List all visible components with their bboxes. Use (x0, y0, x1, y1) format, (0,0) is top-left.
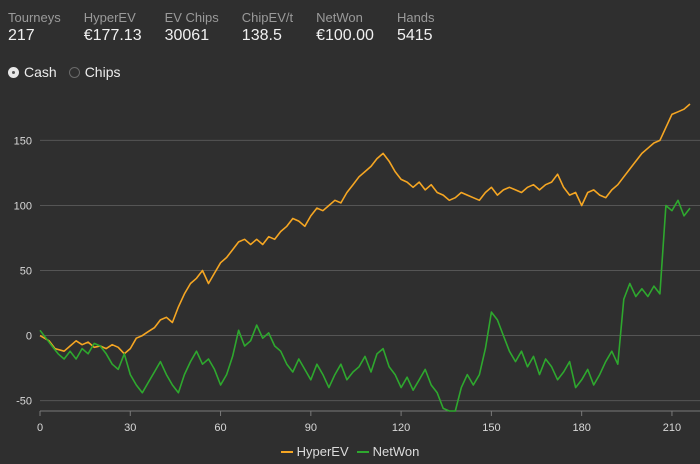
stat-label: HyperEV (83, 10, 136, 25)
y-tick-label: 50 (20, 266, 32, 278)
radio-cash[interactable]: Cash (8, 64, 57, 80)
radio-label[interactable]: Chips (84, 64, 121, 80)
series-line-hyperev (39, 103, 691, 355)
stat-value: 217 (8, 27, 35, 44)
x-tick-label: 150 (482, 422, 500, 434)
legend-label[interactable]: HyperEV (296, 444, 349, 459)
stat-value: 30061 (164, 27, 210, 44)
stat-label: Tourneys (8, 10, 61, 25)
stats-bar: Tourneys 217 HyperEV €177.13 EV Chips 30… (8, 10, 458, 46)
stat-chipev-per-tourney: ChipEV/t 138.5 (242, 10, 293, 46)
y-tick-label: 150 (14, 135, 32, 147)
stat-value: 5415 (396, 27, 433, 44)
legend-swatch-netwon (356, 450, 369, 453)
stat-label: NetWon (316, 10, 363, 25)
series-layer (39, 103, 691, 412)
stat-ev-chips: EV Chips 30061 (165, 10, 219, 46)
y-tick-label: 100 (14, 200, 32, 212)
stat-hands: Hands 5415 (397, 10, 435, 46)
x-tick-label: 60 (214, 422, 226, 434)
stat-label: EV Chips (164, 10, 219, 25)
stat-label: ChipEV/t (241, 10, 294, 25)
legend-label[interactable]: NetWon (372, 444, 420, 459)
x-tick-label: 30 (124, 422, 136, 434)
radio-unselected-icon[interactable] (68, 66, 80, 78)
tick-layer: -50 0 50 100 150 0 30 60 90 120 150 180 210 (14, 135, 681, 434)
grid-layer (39, 139, 700, 416)
radio-chips[interactable]: Chips (68, 64, 121, 80)
results-chart: -50 0 50 100 150 0 30 60 90 120 150 180 210 (14, 103, 700, 434)
x-tick-label: 210 (663, 422, 681, 434)
stat-label: Hands (396, 10, 435, 25)
stat-value: €177.13 (83, 27, 142, 44)
x-tick-label: 0 (37, 422, 43, 434)
stat-value: 138.5 (241, 27, 282, 44)
stat-value: €100.00 (316, 27, 374, 44)
radio-label[interactable]: Cash (24, 64, 57, 80)
x-tick-label: 180 (572, 422, 590, 434)
stat-netwon: NetWon €100.00 (316, 10, 374, 46)
stat-hyperev: HyperEV €177.13 (84, 10, 142, 46)
series-line-netwon (39, 199, 691, 412)
y-tick-label: -50 (16, 396, 32, 408)
x-tick-label: 120 (392, 422, 410, 434)
legend-item-hyperev[interactable]: HyperEV (280, 444, 349, 459)
legend-item-netwon[interactable]: NetWon (356, 444, 420, 459)
stat-tourneys: Tourneys 217 (8, 10, 61, 46)
y-tick-label: 0 (26, 331, 32, 343)
chart-legend: HyperEV NetWon (0, 444, 700, 459)
mode-toggle: Cash Chips (8, 64, 132, 80)
x-tick-label: 90 (305, 422, 317, 434)
legend-swatch-hyperev (280, 450, 293, 453)
radio-selected-icon[interactable] (8, 66, 19, 78)
